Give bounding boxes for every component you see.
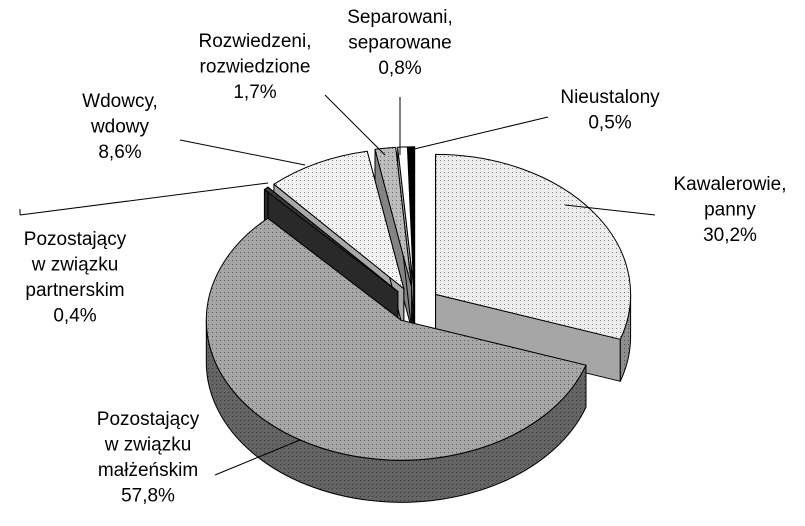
- value-label: 1,7%: [233, 82, 276, 103]
- leader-line: [214, 439, 301, 476]
- slice-label: Pozostający w związku partnerskim: [24, 229, 127, 301]
- slice-texture: [206, 218, 586, 461]
- value-label: 0,4%: [53, 306, 96, 327]
- pie: [205, 146, 632, 503]
- value-label: 0,5%: [588, 113, 631, 134]
- slice-texture: [375, 147, 412, 287]
- slice-texture: [273, 151, 404, 289]
- value-label: 57,8%: [121, 486, 175, 507]
- value-label: 0,8%: [378, 58, 421, 79]
- slice-label: Separowani, separowane: [347, 7, 453, 54]
- slice-label: Kawalerowie, panny: [674, 174, 787, 221]
- slice-wall-texture: [620, 294, 631, 382]
- value-label: 8,6%: [98, 142, 141, 163]
- leader-line: [409, 116, 549, 151]
- slice-texture: [435, 154, 631, 340]
- slice-label: Nieustalony: [560, 87, 660, 108]
- slice: [408, 146, 416, 288]
- slice-label: Rozwiedzeni, rozwiedzione: [199, 31, 312, 78]
- slice-label: Pozostający w związku małżeńskim: [97, 409, 200, 481]
- leader-line: [179, 139, 306, 166]
- slice-texture: [264, 187, 398, 292]
- slice-wall-texture: [206, 320, 587, 503]
- slice-label: Wdowcy, wdowy: [82, 91, 158, 138]
- leader-line: [564, 204, 656, 216]
- leader-line: [324, 94, 386, 156]
- slice: [397, 146, 415, 288]
- value-label: 30,2%: [703, 225, 757, 246]
- leader-line: [19, 182, 269, 216]
- labels: Kawalerowie, panny 30,2% Pozostający w związ…: [19, 7, 787, 507]
